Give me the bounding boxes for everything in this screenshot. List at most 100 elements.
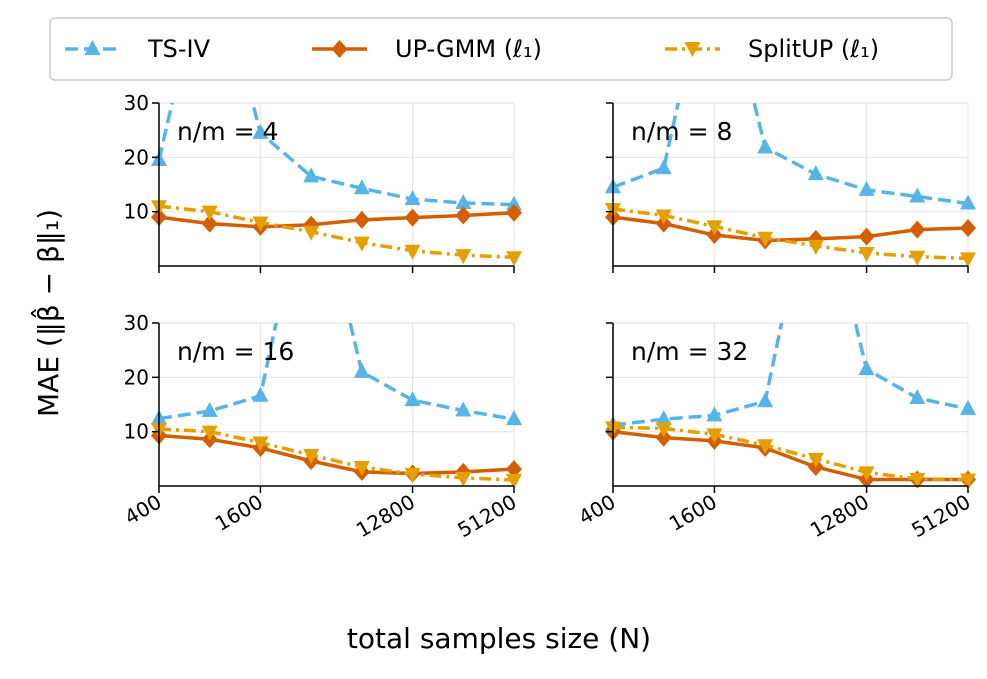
- panels: 10 20 30 n/m = 4 n/m = 8 10 20 30 400 1600 12800 51…: [120, 91, 976, 543]
- plot-area: [605, 323, 976, 489]
- legend-marker-up-gmm: [331, 40, 348, 58]
- data-point-ts-iv: [858, 180, 875, 196]
- data-point-ts-iv: [655, 410, 672, 426]
- data-point-splitup: [506, 474, 522, 490]
- series-line-ts-iv: [157, 103, 515, 207]
- series-line-splitup: [612, 207, 969, 261]
- data-point-splitup: [303, 449, 320, 465]
- panel-title: n/m = 4: [177, 117, 278, 146]
- x-tick-label: 400: [574, 490, 619, 530]
- panel-title: n/m = 32: [631, 337, 748, 366]
- series-line-ts-iv: [612, 323, 969, 427]
- panel-3: 10 20 30 400 1600 12800 51200 n/m = 16: [120, 151, 522, 543]
- series-line-ts-iv: [158, 323, 515, 421]
- data-point-splitup: [201, 425, 218, 441]
- panel-2: n/m = 8: [605, 102, 976, 273]
- series-line-splitup: [158, 427, 515, 482]
- data-point-splitup: [455, 471, 472, 487]
- data-point-splitup: [807, 239, 824, 255]
- legend-marker-splitup: [684, 42, 701, 57]
- data-point-ts-iv: [455, 193, 472, 209]
- x-tick-label: 1600: [665, 490, 721, 536]
- data-point-ts-iv: [455, 401, 472, 417]
- data-point-splitup: [706, 428, 723, 444]
- data-point-up-gmm: [404, 208, 421, 227]
- x-tick-label: 12800: [806, 490, 873, 543]
- data-point-ts-iv: [404, 190, 421, 206]
- data-point-ts-iv: [506, 195, 522, 211]
- series-line-up-gmm: [158, 433, 515, 476]
- data-point-splitup: [303, 225, 320, 241]
- x-tick-label: 12800: [352, 490, 419, 543]
- data-point-splitup: [858, 466, 875, 482]
- data-point-splitup: [909, 472, 926, 488]
- data-point-ts-iv: [909, 388, 926, 404]
- data-point-splitup: [960, 473, 976, 489]
- data-point-splitup: [404, 244, 421, 260]
- x-tick-label: 1600: [211, 490, 267, 536]
- y-tick-label: 30: [124, 91, 149, 115]
- data-point-ts-iv: [757, 138, 774, 154]
- data-point-ts-iv: [506, 410, 522, 426]
- legend-entry-ts-iv: TS-IV: [65, 35, 211, 63]
- data-point-ts-iv: [303, 167, 320, 183]
- x-tick-label: 400: [120, 490, 165, 530]
- data-point-ts-iv: [757, 392, 774, 408]
- data-point-splitup: [807, 452, 824, 468]
- legend-label-ts-iv: TS-IV: [147, 35, 211, 63]
- panel-1: 10 20 30 n/m = 4: [124, 91, 522, 273]
- panel-4: 400 1600 12800 51200 n/m = 32: [574, 322, 976, 543]
- data-point-ts-iv: [201, 402, 218, 418]
- data-point-ts-iv: [353, 362, 370, 378]
- data-point-ts-iv: [252, 386, 269, 402]
- data-point-ts-iv: [960, 399, 976, 415]
- legend-marker-ts-iv: [84, 40, 101, 55]
- y-tick-label: 30: [124, 311, 149, 335]
- data-point-up-gmm: [506, 203, 522, 222]
- panel-title: n/m = 16: [177, 337, 294, 366]
- data-point-ts-iv: [807, 165, 824, 181]
- series-line-up-gmm: [158, 211, 515, 229]
- data-point-up-gmm: [506, 460, 522, 479]
- data-point-splitup: [858, 246, 875, 262]
- data-point-splitup: [252, 436, 269, 452]
- data-point-splitup: [960, 252, 976, 268]
- legend-entry-splitup: SplitUP (ℓ₁): [665, 35, 879, 63]
- y-axis-label: MAE (‖β̂ − β‖₁): [29, 209, 65, 417]
- data-point-splitup: [506, 251, 522, 267]
- x-tick-label: 51200: [453, 490, 520, 543]
- data-point-ts-iv: [353, 179, 370, 195]
- data-point-up-gmm: [353, 210, 370, 229]
- data-point-splitup: [455, 249, 472, 265]
- data-point-ts-iv: [960, 194, 976, 210]
- data-point-splitup: [252, 216, 269, 232]
- data-point-ts-iv: [303, 151, 319, 166]
- data-point-splitup: [404, 468, 421, 484]
- series-line-ts-iv: [612, 103, 969, 206]
- panel-title: n/m = 8: [631, 117, 732, 146]
- legend-label-splitup: SplitUP (ℓ₁): [748, 35, 879, 63]
- y-tick-label: 20: [124, 365, 149, 389]
- legend: TS-IV UP-GMM (ℓ₁) SplitUP (ℓ₁): [49, 17, 953, 81]
- y-tick-label: 20: [124, 145, 149, 169]
- data-point-ts-iv: [706, 406, 723, 422]
- legend-entry-up-gmm: UP-GMM (ℓ₁): [312, 35, 542, 63]
- plot-area: [151, 103, 522, 267]
- data-point-splitup: [757, 439, 774, 455]
- data-point-ts-iv: [909, 187, 926, 203]
- data-point-up-gmm: [909, 220, 926, 239]
- data-point-splitup: [655, 422, 672, 438]
- y-tick-label: 10: [124, 420, 149, 444]
- data-point-ts-iv: [858, 360, 875, 376]
- series-line-up-gmm: [612, 215, 969, 243]
- plot-area: [151, 151, 522, 490]
- data-point-splitup: [706, 220, 723, 236]
- data-point-up-gmm: [858, 227, 875, 246]
- x-tick-label: 51200: [907, 490, 974, 543]
- data-point-ts-iv: [404, 391, 421, 407]
- data-point-splitup: [201, 205, 218, 221]
- series-line-splitup: [612, 425, 969, 482]
- data-point-up-gmm: [455, 206, 472, 225]
- legend-label-up-gmm: UP-GMM (ℓ₁): [395, 35, 542, 63]
